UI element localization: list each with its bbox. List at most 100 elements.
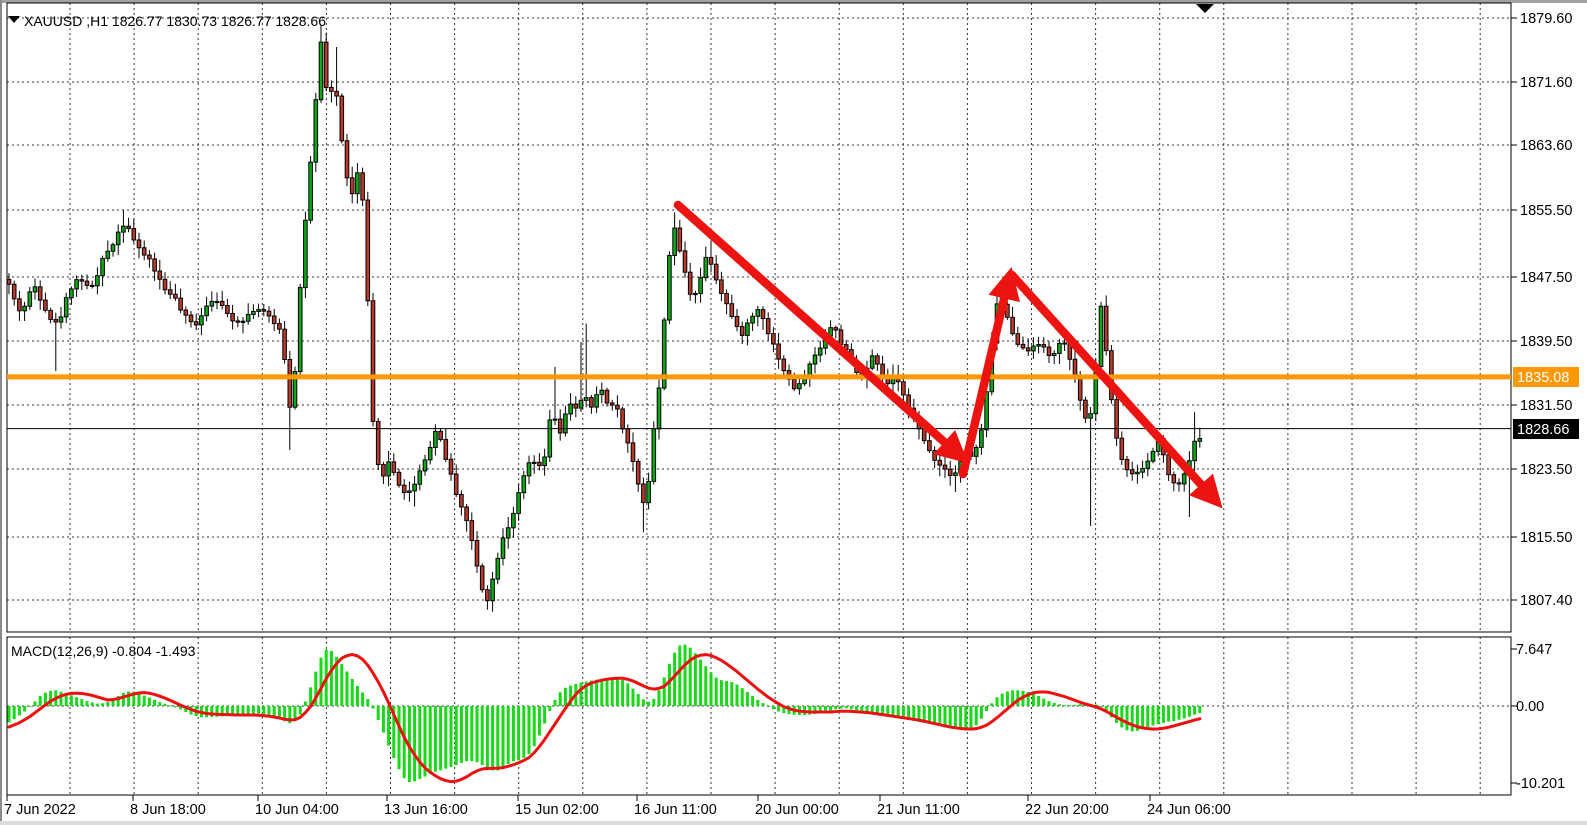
main-plot-frame[interactable] <box>6 2 1512 633</box>
macd-signal-line <box>7 653 1202 784</box>
candle-body <box>297 287 303 373</box>
macd-histogram-bar <box>907 706 911 720</box>
macd-histogram-bar <box>756 699 760 706</box>
price-axis[interactable]: 1879.60 1871.60 1863.60 1855.50 1847.50 1839.… <box>1511 11 1572 609</box>
macd-histogram-bar <box>433 706 437 772</box>
candle-body <box>287 359 293 408</box>
macd-histogram-bar <box>449 706 453 767</box>
macd-histogram-bar <box>740 688 744 706</box>
candle-body <box>1145 460 1151 469</box>
macd-histogram-bar <box>1156 706 1160 725</box>
candle-body <box>84 280 90 286</box>
candle-body <box>417 470 423 485</box>
macd-histogram-bar <box>839 706 843 709</box>
macd-histogram-bar <box>527 706 531 754</box>
candle-body <box>245 313 251 322</box>
macd-histogram-bar <box>865 706 869 713</box>
macd-histogram-bar <box>844 706 848 709</box>
candle-body <box>516 492 521 514</box>
trend-arrow[interactable] <box>673 200 969 464</box>
macd-histogram-bar <box>49 690 53 706</box>
macd-axis[interactable]: 7.647 0.00 -10.201 <box>1511 642 1565 792</box>
trend-arrow[interactable] <box>958 266 1020 479</box>
trend-arrows[interactable] <box>673 200 1223 509</box>
macd-histogram-bar <box>875 706 879 715</box>
macd-histogram-bar <box>699 659 703 706</box>
candle-body <box>947 468 953 477</box>
candle-body <box>1135 471 1140 475</box>
symbol-ohlc-title: XAUUSD ,H1 1826.77 1830.73 1826.77 1828.… <box>24 13 326 29</box>
candle-body <box>1098 305 1104 368</box>
macd-histogram-bar <box>818 706 822 714</box>
price-tick-label: 1831.50 <box>1520 398 1572 414</box>
price-tick-label: 1855.50 <box>1520 203 1572 219</box>
candle-body <box>115 231 121 246</box>
macd-histogram-bar <box>1125 706 1129 731</box>
candle-body <box>240 320 246 323</box>
time-tick-label: 16 Jun 11:00 <box>634 802 717 818</box>
macd-histogram-bar <box>116 695 120 706</box>
macd-histogram-bar <box>678 645 682 706</box>
candle-body <box>1041 344 1047 348</box>
macd-tick-label: 0.00 <box>1516 699 1544 715</box>
macd-histogram-bar <box>127 691 131 706</box>
candle-body <box>500 537 506 559</box>
macd-histogram-bar <box>771 706 775 710</box>
macd-histogram-bar <box>626 683 630 706</box>
candle-body <box>1150 450 1156 462</box>
macd-histogram-bar <box>215 706 219 717</box>
macd-histogram-bar <box>1172 706 1176 722</box>
macd-plot-frame[interactable] <box>6 636 1512 796</box>
candle-body <box>1192 440 1197 462</box>
macd-histogram-bar <box>1073 704 1077 706</box>
candle-body <box>776 343 781 360</box>
candle-body <box>464 506 469 522</box>
chevron-down-icon[interactable] <box>8 16 20 23</box>
candle-body <box>147 254 152 260</box>
candle-body <box>677 227 683 252</box>
macd-histogram-bar <box>990 703 994 706</box>
candle-body <box>100 257 105 277</box>
candle-body <box>615 404 620 410</box>
macd-histogram-bar <box>615 678 619 706</box>
candle-body <box>391 461 397 473</box>
candle-body <box>901 381 906 396</box>
candle-body <box>739 326 745 336</box>
candle-body <box>552 418 558 421</box>
macd-histogram-bar <box>283 706 287 722</box>
candle-body <box>479 565 485 591</box>
candle-body <box>58 316 64 323</box>
grid <box>7 3 1511 795</box>
candle-body <box>1077 377 1083 401</box>
macd-histogram-bar <box>979 706 983 719</box>
macd-histogram-bar <box>402 706 406 779</box>
candle-body <box>791 378 797 390</box>
macd-histogram-bar <box>231 706 235 716</box>
candle-body <box>1119 437 1125 460</box>
macd-histogram-bar <box>886 706 890 717</box>
macd-histogram-bar <box>766 706 770 707</box>
macd-histogram-bar <box>137 693 141 706</box>
candle-body <box>651 428 657 482</box>
macd-histogram-bar <box>522 706 526 758</box>
candle-body <box>360 172 365 201</box>
candle-body <box>17 298 22 312</box>
macd-histogram-bar <box>891 706 895 718</box>
macd-histogram-bar <box>38 696 42 706</box>
macd-histogram-bar <box>933 706 937 725</box>
trend-arrow[interactable] <box>1007 270 1223 509</box>
macd-histogram-bar <box>1063 705 1067 707</box>
time-axis[interactable]: 7 Jun 2022 8 Jun 18:00 10 Jun 04:00 13 Jun … <box>4 795 1231 818</box>
macd-histogram-bar <box>959 706 963 730</box>
candle-body <box>188 314 194 323</box>
candle-body <box>672 227 677 256</box>
panel-frames <box>6 2 1512 796</box>
candle-body <box>485 589 490 602</box>
macd-histogram-bar <box>725 681 729 706</box>
candle-body <box>412 483 417 492</box>
macd-histogram-bar <box>855 706 859 711</box>
macd-histogram-bar <box>1078 704 1082 706</box>
candle-body <box>1062 342 1067 345</box>
candle-body <box>563 413 568 434</box>
